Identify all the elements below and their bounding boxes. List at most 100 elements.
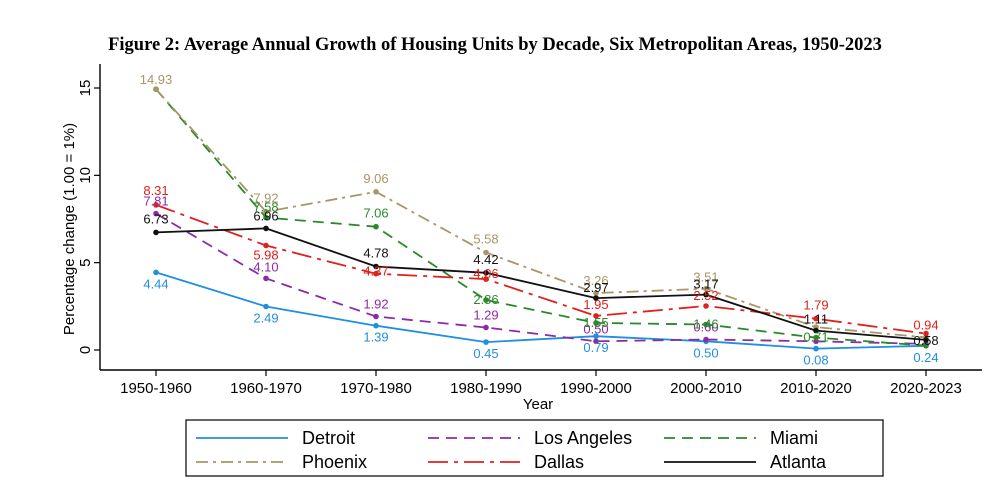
data-point-atlanta <box>483 270 489 276</box>
data-label-phoenix: 3.51 <box>693 270 718 285</box>
plot-frame <box>99 64 982 371</box>
data-label-miami: 7.06 <box>363 206 388 221</box>
data-label-los-angeles: 1.29 <box>473 308 498 323</box>
data-point-phoenix <box>483 249 489 256</box>
data-point-atlanta <box>923 337 929 343</box>
y-axis-label: Percentage change (1.00 = 1%) <box>61 123 78 335</box>
data-point-atlanta <box>703 291 709 298</box>
x-axis-label: Year <box>523 396 553 413</box>
series-lines <box>155 88 927 350</box>
y-tick-label: 10 <box>77 167 94 184</box>
x-tick-label: 1960-1970 <box>230 380 302 397</box>
data-label-miami: 2.86 <box>473 292 498 307</box>
data-point-los-angeles <box>483 324 489 331</box>
x-tick-label: 1970-1980 <box>340 380 412 397</box>
x-tick-label: 2010-2020 <box>780 380 852 397</box>
series-line-phoenix <box>155 88 927 339</box>
data-label-detroit: 0.79 <box>583 340 608 355</box>
data-label-phoenix: 5.58 <box>473 232 498 247</box>
data-point-phoenix <box>263 208 269 215</box>
data-label-los-angeles: 4.10 <box>253 259 278 274</box>
data-point-atlanta <box>153 229 159 236</box>
data-label-atlanta: 6.73 <box>143 211 168 226</box>
y-tick-label: 5 <box>77 258 94 266</box>
legend-label-atlanta: Atlanta <box>770 452 827 472</box>
x-tick-label: 1980-1990 <box>450 380 522 397</box>
data-point-los-angeles <box>373 313 379 320</box>
series-points <box>153 86 929 352</box>
data-point-atlanta <box>263 225 269 232</box>
data-label-los-angeles: 0.60 <box>693 320 718 335</box>
data-point-dallas <box>483 276 489 282</box>
data-point-phoenix <box>153 86 159 92</box>
data-label-miami: 1.46 <box>693 317 718 332</box>
data-label-miami: 7.58 <box>253 200 278 215</box>
data-label-dallas: 0.94 <box>913 318 938 333</box>
data-label-dallas: 4.37 <box>363 264 388 279</box>
data-point-dallas <box>153 202 159 208</box>
data-label-atlanta: 6.96 <box>253 208 278 223</box>
x-axis: 1950-1960 1960-1970 1970-1980 1980-1990 1990… <box>120 370 962 397</box>
data-point-dallas <box>923 330 929 337</box>
data-point-detroit <box>593 333 599 340</box>
data-point-dallas <box>263 242 269 249</box>
chart-title: Figure 2: Average Annual Growth of Housi… <box>108 35 882 55</box>
data-label-detroit: 0.08 <box>803 353 828 368</box>
legend-label-detroit: Detroit <box>302 428 355 448</box>
x-tick-label: 2020-2023 <box>890 380 962 397</box>
data-point-miami <box>483 297 489 303</box>
data-point-dallas <box>703 303 709 309</box>
data-point-miami <box>703 321 709 328</box>
data-point-los-angeles <box>153 210 159 217</box>
data-label-atlanta: 4.42 <box>473 252 498 267</box>
x-tick-label: 1990-2000 <box>560 380 632 397</box>
data-point-detroit <box>373 322 379 329</box>
data-label-atlanta: 2.97 <box>583 280 608 295</box>
data-label-dallas: 4.06 <box>473 266 498 281</box>
data-label-los-angeles: 0.50 <box>583 321 608 336</box>
data-point-los-angeles <box>593 338 599 345</box>
data-label-detroit: 0.50 <box>693 345 718 360</box>
data-label-dallas: 2.52 <box>693 288 718 303</box>
data-point-phoenix <box>593 290 599 296</box>
data-point-dallas <box>593 313 599 319</box>
data-label-atlanta: 0.58 <box>913 333 938 348</box>
series-line-detroit <box>155 271 927 350</box>
data-label-miami: 1.55 <box>583 315 608 330</box>
data-label-phoenix: 14.93 <box>140 72 173 87</box>
data-label-detroit: 1.39 <box>363 330 388 345</box>
data-point-miami <box>923 342 929 349</box>
data-point-atlanta <box>813 327 819 334</box>
data-point-miami <box>373 223 379 230</box>
data-label-detroit: 0.24 <box>913 350 938 365</box>
data-point-dallas <box>813 315 819 322</box>
series-line-miami <box>155 88 927 347</box>
data-label-detroit: 0.45 <box>473 346 498 361</box>
series-data-labels: 4.44 2.49 1.39 0.45 0.79 0.50 0.08 0.24 7.81 4.10… <box>140 72 939 367</box>
data-label-dallas: 8.31 <box>143 183 168 198</box>
data-label-miami: 0.71 <box>803 330 828 345</box>
data-point-phoenix <box>703 285 709 292</box>
data-point-miami <box>593 320 599 326</box>
x-tick-label: 1950-1960 <box>120 380 192 397</box>
y-axis: 0 5 10 15 <box>77 80 100 354</box>
data-point-los-angeles <box>703 336 709 343</box>
data-label-atlanta: 1.11 <box>804 312 828 327</box>
data-point-phoenix <box>373 189 379 195</box>
y-tick-label: 0 <box>77 346 94 354</box>
data-point-detroit <box>263 303 269 310</box>
legend-box <box>185 419 884 477</box>
data-label-los-angeles: 1.92 <box>363 297 388 312</box>
data-point-atlanta <box>373 263 379 270</box>
data-label-phoenix: 9.06 <box>363 171 388 186</box>
series-line-atlanta <box>155 227 927 341</box>
x-tick-label: 2000-2010 <box>670 380 742 397</box>
data-point-dallas <box>373 270 379 277</box>
legend-label-phoenix: Phoenix <box>302 452 367 472</box>
data-label-atlanta: 3.17 <box>693 277 718 292</box>
data-label-dallas: 5.98 <box>253 248 278 263</box>
data-point-los-angeles <box>263 275 269 282</box>
data-label-atlanta: 4.78 <box>363 246 388 261</box>
y-tick-label: 15 <box>77 80 94 97</box>
